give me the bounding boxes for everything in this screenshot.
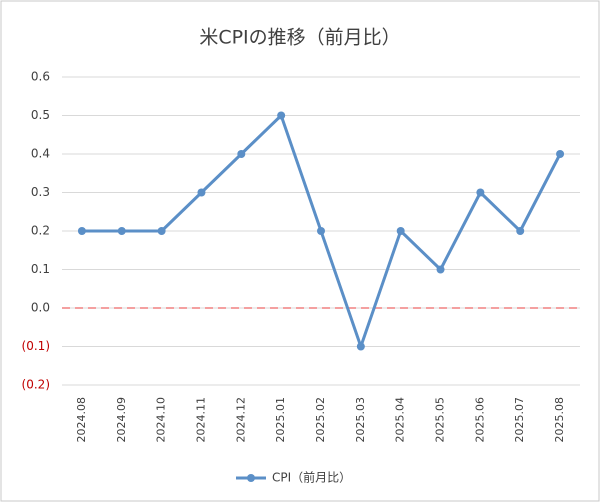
point	[237, 150, 246, 158]
point	[157, 227, 166, 235]
x-tick-label: 2024.08	[75, 397, 88, 443]
x-tick-label: 2025.01	[274, 397, 287, 443]
y-tick-label: 0.6	[31, 70, 50, 84]
y-tick-label: (0.1)	[22, 339, 50, 353]
x-tick-label: 2025.03	[354, 397, 367, 443]
x-tick-label: 2025.06	[473, 397, 486, 443]
point	[476, 188, 485, 197]
point	[356, 342, 365, 351]
x-tick-label: 2025.02	[314, 397, 327, 443]
point	[556, 150, 565, 158]
chart-title: 米CPIの推移（前月比）	[199, 27, 400, 49]
point	[277, 111, 286, 120]
point	[516, 227, 525, 235]
point	[117, 227, 126, 235]
y-tick-label: 0.5	[31, 108, 50, 122]
legend-marker	[247, 474, 255, 482]
y-tick-label: 0.2	[31, 224, 50, 238]
x-tick-label: 2025.05	[434, 397, 447, 443]
x-tick-label: 2024.10	[155, 397, 168, 443]
point	[77, 227, 86, 235]
x-tick-label: 2025.08	[553, 397, 566, 443]
point	[436, 265, 445, 274]
point	[197, 188, 206, 197]
x-tick-label: 2024.11	[194, 397, 207, 443]
x-tick-label: 2024.09	[115, 397, 128, 443]
point	[396, 227, 405, 235]
x-tick-label: 2025.07	[513, 397, 526, 443]
point	[317, 227, 325, 235]
y-tick-label: 0.0	[31, 301, 50, 315]
x-tick-label: 2024.12	[234, 397, 247, 443]
y-tick-label: 0.1	[31, 262, 50, 276]
legend-label: CPI（前月比）	[272, 470, 351, 485]
y-tick-label: 0.3	[31, 185, 50, 199]
y-tick-label: (0.2)	[22, 378, 50, 392]
x-tick-label: 2025.04	[394, 397, 407, 443]
y-tick-label: 0.4	[31, 147, 50, 161]
